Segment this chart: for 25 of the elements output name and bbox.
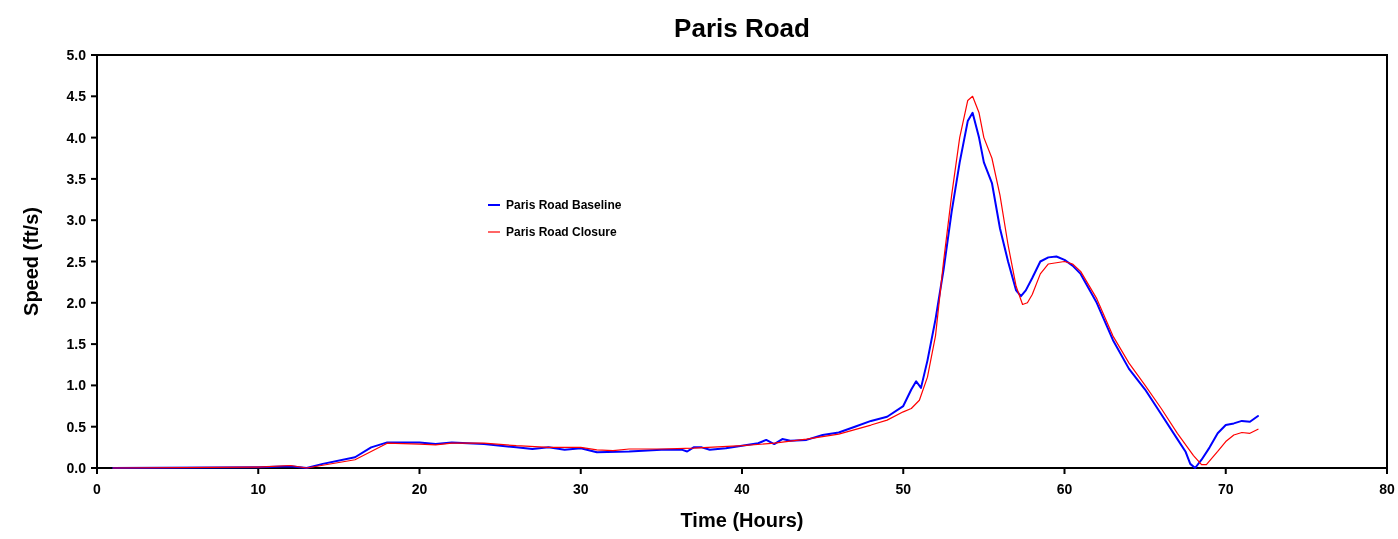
y-axis-title: Speed (ft/s)	[20, 207, 42, 316]
x-tick-label: 40	[734, 481, 750, 497]
x-tick-label: 50	[895, 481, 912, 497]
x-tick-label: 0	[93, 481, 102, 497]
legend-label: Paris Road Closure	[506, 225, 618, 239]
x-tick-label: 20	[411, 481, 428, 497]
x-axis-title: Time (Hours)	[680, 509, 804, 531]
chart-title: Paris Road	[674, 13, 810, 43]
x-tick-label: 60	[1056, 481, 1073, 497]
y-tick-label: 3.5	[66, 170, 87, 187]
x-tick-label: 70	[1217, 481, 1234, 497]
legend-label: Paris Road Baseline	[506, 198, 622, 212]
y-tick-label: 4.5	[66, 88, 87, 105]
y-tick-label: 3.0	[66, 212, 87, 229]
y-tick-label: 0.5	[66, 418, 87, 435]
y-tick-label: 4.0	[66, 129, 87, 146]
y-tick-label: 2.5	[66, 253, 87, 270]
y-tick-label: 2.0	[66, 294, 87, 311]
y-tick-label: 5.0	[66, 47, 87, 63]
x-tick-label: 30	[572, 481, 589, 497]
y-tick-label: 0.0	[66, 460, 87, 476]
y-tick-label: 1.5	[66, 336, 87, 353]
y-tick-label: 1.0	[66, 377, 87, 394]
x-tick-label: 80	[1379, 481, 1395, 497]
x-tick-label: 10	[250, 481, 267, 497]
